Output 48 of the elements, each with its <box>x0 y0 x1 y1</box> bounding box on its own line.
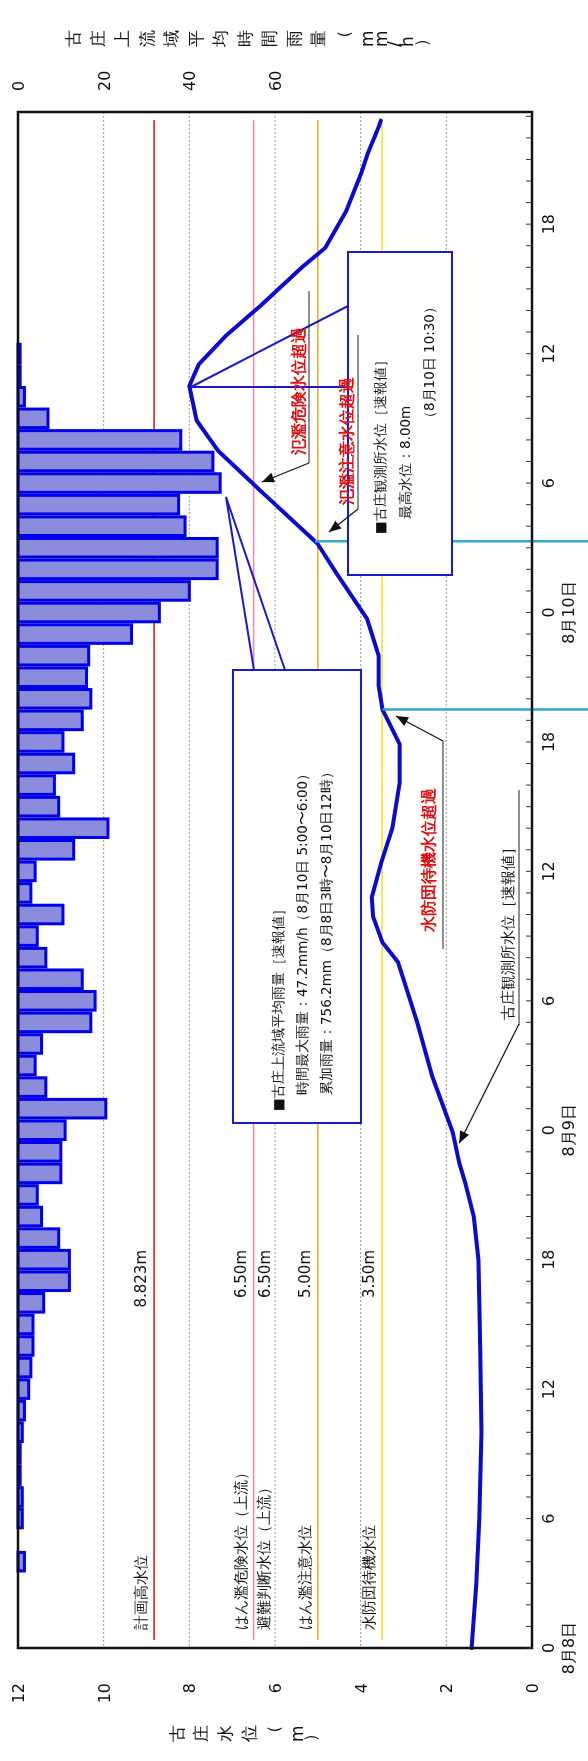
x2-axis-title: 古庄上流域平均時間雨量（mm/h） <box>63 30 431 48</box>
annotation: 水防団待機水位超過 <box>419 787 438 933</box>
x-tick-label: 8 <box>180 1683 200 1694</box>
y-tick-label: 0 <box>539 607 558 618</box>
x2-tick-label: 0 <box>9 80 28 91</box>
x-tick-label: 4 <box>351 1683 371 1694</box>
x-tick-label: 0 <box>523 1683 542 1694</box>
y-tick-label: 18 <box>539 214 558 235</box>
y-tick-label: 12 <box>539 861 558 882</box>
annotation: ■古庄観測所水位［速報値］ <box>372 353 388 534</box>
ref-line-label: 計画高水位 <box>132 1555 151 1630</box>
ref-line-label: 水防団待機水位 <box>360 1525 379 1630</box>
ref-line-label: はん濫危険水位（上流） <box>231 1465 250 1630</box>
x-tick-label: 12 <box>9 1683 28 1704</box>
x-tick-label: 2 <box>437 1683 457 1694</box>
annotation: 5.00m <box>296 1250 314 1299</box>
annotation: 氾濫注意水位超過 <box>337 376 356 506</box>
y-tick-label: 0 <box>539 1125 558 1136</box>
x2-tick-label: 40 <box>180 70 200 91</box>
annotation: 氾濫危険水位超過 <box>289 326 308 456</box>
y-tick-label: 0 <box>539 1642 558 1654</box>
y2-tick-label: 8月9日 <box>559 1104 578 1157</box>
x2-tick-label: 60 <box>266 70 285 91</box>
x-tick-label: 10 <box>94 1683 114 1704</box>
x2-tick-label: 20 <box>94 70 114 91</box>
annotation: 累加雨量：756.2mm（8月8日3時〜8月10日12時） <box>318 765 334 1095</box>
annotation: 6.50m <box>256 1250 274 1299</box>
annotation: 3.50m <box>360 1250 378 1299</box>
annotation: 古庄観測所水位［速報値］ <box>499 840 517 1020</box>
y2-tick-label: 8月8日 <box>559 1621 578 1675</box>
annotation: 8.823m <box>132 1250 150 1308</box>
y-tick-label: 6 <box>539 477 558 489</box>
y-tick-label: 18 <box>539 1249 558 1270</box>
y-tick-label: 6 <box>539 995 558 1006</box>
annotation: 6.50m <box>232 1250 250 1299</box>
ref-line-label: はん濫注意水位 <box>295 1525 314 1630</box>
y-tick-label: 12 <box>539 1378 558 1400</box>
y-tick-label: 12 <box>539 343 558 364</box>
x-axis-title: 古庄水位（m） <box>167 1725 321 1742</box>
x-tick-label: 6 <box>266 1683 285 1694</box>
y-tick-label: 6 <box>539 1513 558 1524</box>
annotation: 最高水位：8.00m <box>397 405 413 519</box>
annotation: 避難判断水位（上流） <box>255 1480 273 1630</box>
annotation: 時間最大雨量：47.2mm/h（8月10日 5:00〜6:00） <box>294 766 310 1095</box>
y-tick-label: 18 <box>539 731 558 753</box>
annotation: ■古庄上流域平均雨量［速報値］ <box>270 902 286 1111</box>
y2-tick-label: 8月10日 <box>559 581 578 644</box>
annotation: （8月10日 10:30） <box>421 300 437 425</box>
